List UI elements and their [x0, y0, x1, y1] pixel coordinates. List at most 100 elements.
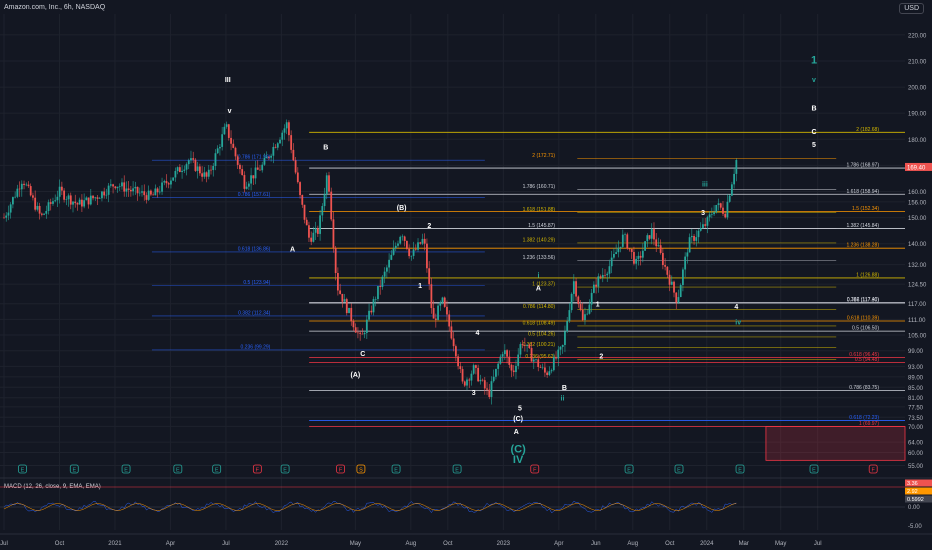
- wave-label: B: [323, 145, 328, 152]
- candle-body: [695, 237, 698, 241]
- candle-body: [626, 234, 629, 249]
- candle-body: [519, 344, 522, 355]
- candle-body: [138, 192, 141, 194]
- candle-body: [252, 175, 255, 179]
- candle-body: [301, 195, 304, 205]
- fib-mid-label: 1.786 (160.71): [523, 184, 556, 190]
- candle-body: [127, 188, 130, 190]
- candle-body: [535, 359, 537, 360]
- candle-body: [187, 160, 190, 165]
- event-marker-label: E: [627, 468, 631, 474]
- candle-body: [303, 204, 306, 220]
- candle-body: [548, 371, 551, 375]
- x-tick-label: May: [350, 541, 361, 547]
- candle-body: [628, 248, 631, 250]
- event-marker: [173, 464, 183, 474]
- candle-body: [646, 235, 649, 242]
- macd-value-tag: [905, 487, 932, 495]
- wave-label: A: [536, 286, 541, 293]
- event-marker-label: E: [283, 468, 287, 474]
- candle-body: [397, 243, 399, 246]
- candle-body: [679, 284, 682, 298]
- candle-body: [85, 197, 88, 201]
- fib-mid-label: 0.382 (112.34): [238, 310, 270, 316]
- candle-body: [290, 135, 293, 150]
- candle-body: [25, 184, 28, 186]
- fib-level-label: 0.5 (94.48): [855, 357, 880, 363]
- candle-body: [263, 158, 266, 165]
- candle-body: [610, 257, 613, 267]
- event-marker-label: E: [738, 468, 742, 474]
- candle-body: [14, 196, 17, 198]
- wave-label: 3: [701, 210, 705, 217]
- event-marker-label: E: [677, 468, 681, 474]
- event-marker-label: E: [455, 468, 459, 474]
- candle-body: [419, 242, 422, 244]
- candle-body: [693, 235, 695, 241]
- candle-body: [52, 201, 54, 204]
- candle-body: [259, 169, 261, 171]
- candle-body: [686, 252, 689, 257]
- candle-body: [16, 188, 19, 197]
- event-marker-label: E: [124, 468, 128, 474]
- candle-body: [515, 365, 517, 373]
- candle-body: [207, 169, 210, 177]
- candle-body: [261, 164, 264, 171]
- candle-body: [684, 256, 687, 270]
- candle-body: [630, 248, 633, 252]
- candle-body: [641, 250, 644, 258]
- candle-body: [639, 255, 642, 258]
- candle-body: [437, 305, 439, 320]
- candle-body: [96, 197, 99, 199]
- candle-body: [588, 304, 591, 314]
- event-marker: [530, 464, 540, 474]
- candle-body: [706, 217, 709, 226]
- candle-body: [370, 310, 373, 313]
- candle-body: [174, 171, 177, 178]
- wave-label: 2: [427, 223, 431, 230]
- currency-button[interactable]: USD: [899, 3, 924, 14]
- candle-body: [735, 160, 738, 174]
- fib-mid-label: 0.5 (123.94): [243, 280, 270, 286]
- candle-body: [690, 235, 693, 238]
- candle-body: [5, 215, 8, 218]
- fib-mid-label: 1.236 (133.56): [523, 255, 556, 261]
- candle-body: [236, 156, 239, 165]
- candle-body: [74, 201, 77, 204]
- x-tick-label: 2022: [275, 541, 289, 547]
- candle-body: [299, 182, 301, 196]
- candle-body: [575, 281, 577, 297]
- candle-body: [254, 167, 257, 179]
- candle-body: [54, 200, 57, 202]
- candle-body: [401, 236, 404, 238]
- event-marker-label: F: [256, 468, 260, 474]
- candle-body: [459, 366, 462, 370]
- candle-body: [394, 245, 397, 249]
- candle-body: [604, 274, 606, 276]
- fib-level-label: 1 (69.97): [859, 421, 879, 427]
- candle-body: [339, 290, 342, 294]
- candle-body: [421, 238, 424, 244]
- y-tick-label: 55.00: [908, 464, 924, 470]
- candle-body: [23, 183, 25, 185]
- candle-body: [336, 273, 339, 291]
- candle-body: [76, 203, 79, 205]
- candle-body: [345, 299, 348, 314]
- candle-body: [586, 313, 589, 315]
- fib-mid-label: 0.382 (100.21): [523, 342, 556, 348]
- current-price-label: 169.40: [907, 165, 926, 171]
- x-tick-label: 2021: [108, 541, 122, 547]
- candle-body: [532, 359, 535, 362]
- candle-body: [506, 350, 508, 357]
- candle-body: [555, 356, 557, 359]
- y-tick-label: 156.00: [908, 200, 927, 206]
- candle-body: [566, 321, 569, 332]
- x-tick-label: 2024: [700, 541, 714, 547]
- candle-body: [87, 197, 90, 205]
- candle-body: [682, 269, 684, 285]
- candle-body: [470, 373, 473, 381]
- candle-body: [201, 173, 204, 177]
- candle-body: [343, 299, 346, 302]
- candle-body: [446, 306, 448, 315]
